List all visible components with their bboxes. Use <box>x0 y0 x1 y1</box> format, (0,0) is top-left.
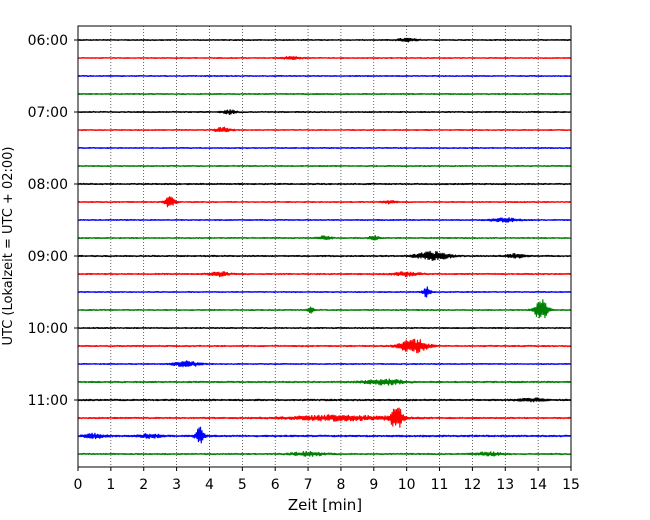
y-axis-ticks: 06:00 07:00 08:00 09:00 10:00 11:00 <box>28 33 78 409</box>
trace-0915 <box>77 271 572 278</box>
x-tick-label-5: 5 <box>238 477 247 493</box>
x-tick-label-13: 13 <box>496 477 514 493</box>
trace-0815 <box>77 196 572 208</box>
trace-1100 <box>77 397 572 403</box>
trace-0745 <box>77 164 572 168</box>
trace-0600 <box>77 37 572 43</box>
y-tick-label-0700: 07:00 <box>28 105 68 121</box>
x-axis-label: Zeit [min] <box>288 496 362 514</box>
trace-0930 <box>77 286 572 298</box>
x-tick-label-12: 12 <box>463 477 481 493</box>
trace-1015 <box>77 338 572 354</box>
y-axis-label: UTC (Lokalzeit = UTC + 02:00) <box>1 147 16 346</box>
x-tick-label-3: 3 <box>172 477 181 493</box>
x-tick-label-9: 9 <box>369 477 378 493</box>
x-tick-label-6: 6 <box>271 477 280 493</box>
y-tick-label-0900: 09:00 <box>28 249 68 265</box>
x-tick-label-15: 15 <box>562 477 580 493</box>
x-tick-label-14: 14 <box>529 477 547 493</box>
trace-1130 <box>77 426 572 444</box>
trace-0845 <box>77 235 572 241</box>
trace-0715 <box>77 126 572 133</box>
trace-0630 <box>77 74 572 78</box>
y-tick-label-1000: 10:00 <box>28 321 68 337</box>
trace-0730 <box>77 146 572 150</box>
trace-1115 <box>77 407 572 428</box>
x-tick-label-2: 2 <box>139 477 148 493</box>
trace-1145 <box>77 450 572 457</box>
x-tick-label-7: 7 <box>304 477 313 493</box>
trace-0830 <box>77 217 572 223</box>
x-tick-label-8: 8 <box>336 477 345 493</box>
x-tick-label-10: 10 <box>398 477 416 493</box>
trace-0800 <box>77 182 572 186</box>
x-tick-label-0: 0 <box>74 477 83 493</box>
trace-0615 <box>77 56 572 61</box>
trace-0645 <box>77 92 572 96</box>
x-tick-label-4: 4 <box>205 477 214 493</box>
trace-layer <box>77 37 572 457</box>
x-tick-label-1: 1 <box>106 477 115 493</box>
y-tick-label-0600: 06:00 <box>28 33 68 49</box>
trace-0945 <box>77 299 572 319</box>
x-tick-label-11: 11 <box>431 477 449 493</box>
x-axis-ticks: 0 1 2 3 4 5 6 7 8 9 10 11 12 13 14 15 <box>74 467 580 493</box>
trace-1030 <box>77 360 572 368</box>
trace-0700 <box>77 109 572 115</box>
plot-frame <box>77 25 572 468</box>
trace-0900 <box>77 250 572 261</box>
trace-1000 <box>77 326 572 330</box>
trace-1045 <box>77 378 572 386</box>
y-tick-label-0800: 08:00 <box>28 177 68 193</box>
y-tick-label-1100: 11:00 <box>28 393 68 409</box>
